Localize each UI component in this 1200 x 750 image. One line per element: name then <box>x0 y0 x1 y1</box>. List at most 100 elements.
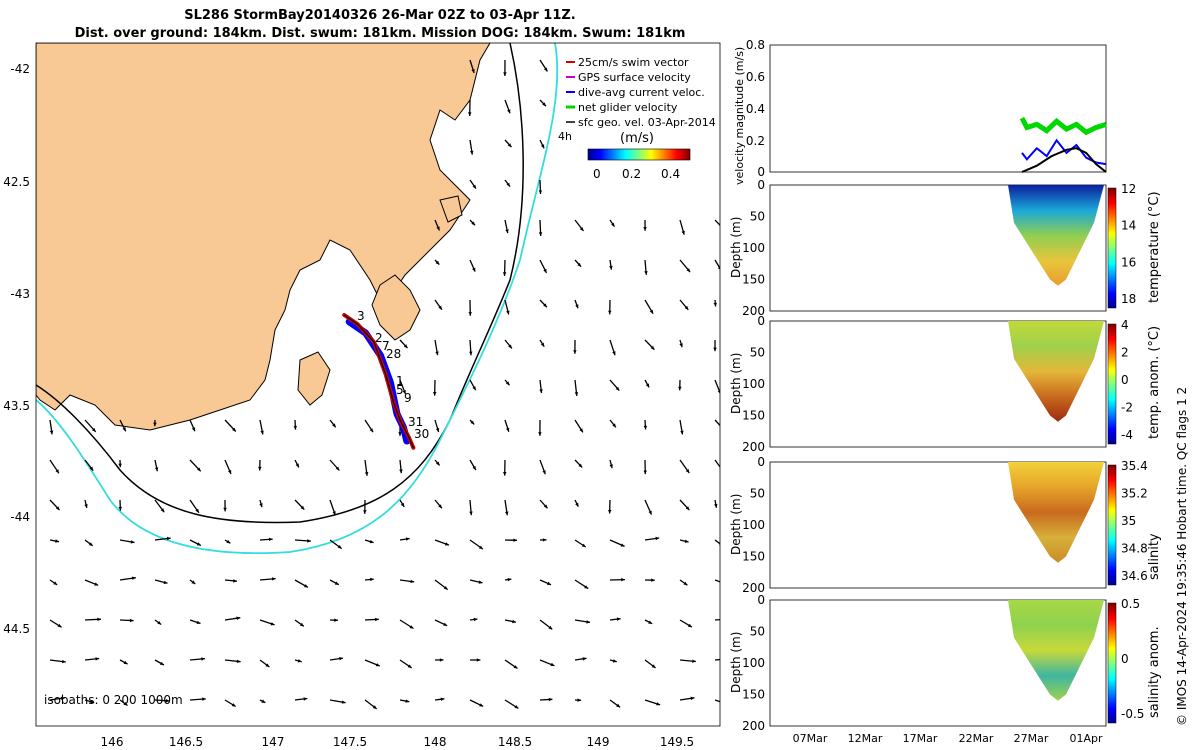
temp-anomaly-ylabel: Depth (m) <box>729 353 743 414</box>
current-arrow <box>329 459 340 471</box>
current-arrow <box>643 419 648 430</box>
map-x-ticks: 146 146.5 147 147.5 148 148.5 149 149.5 <box>101 735 695 749</box>
glider-path <box>343 314 414 449</box>
current-arrow <box>469 179 477 189</box>
current-arrow <box>609 219 616 228</box>
current-arrow <box>189 657 206 661</box>
current-arrow <box>609 379 620 392</box>
current-arrow <box>294 697 308 701</box>
y-tick-label: 0.8 <box>746 38 765 52</box>
colorbar-tick: 35 <box>1121 514 1136 528</box>
time-x-ticks: 07Mar 12Mar 17Mar 22Mar 27Mar 01Apr <box>793 732 1103 745</box>
current-arrow <box>679 499 690 511</box>
x-tick-label: 01Apr <box>1069 732 1103 745</box>
day-label: 2 <box>375 331 383 345</box>
x-tick-label: 27Mar <box>1014 732 1049 745</box>
current-arrow <box>678 379 682 391</box>
colorbar-tick: 14 <box>1121 219 1136 233</box>
current-arrow <box>49 539 60 543</box>
salinity-clabel: salinity <box>1147 533 1162 580</box>
colorbar-tick: 34.8 <box>1121 542 1148 556</box>
colorbar-tick: -4 <box>1121 428 1133 442</box>
x-tick-label: 07Mar <box>793 732 828 745</box>
current-arrow <box>49 499 61 511</box>
current-arrow <box>539 659 555 667</box>
current-arrow <box>714 259 720 270</box>
y-tick-label: 50 <box>750 210 765 224</box>
y-tick-label: 0.2 <box>746 134 765 148</box>
current-arrow <box>294 619 305 627</box>
current-arrow <box>433 379 437 396</box>
series-line-2 <box>1021 147 1107 173</box>
current-arrow <box>49 419 54 435</box>
current-arrow <box>469 379 477 391</box>
temperature-colorbar <box>1107 187 1117 309</box>
peninsula-land <box>371 274 421 341</box>
temperature-section <box>1008 185 1104 286</box>
current-arrow <box>329 618 338 622</box>
current-arrow <box>434 299 443 311</box>
current-arrow <box>504 299 510 315</box>
y-tick-label: 0 <box>757 455 765 469</box>
colorbar-tick: 18 <box>1121 292 1136 306</box>
salinity-anomaly-section <box>1008 600 1104 701</box>
day-label: 30 <box>414 427 429 441</box>
current-arrow <box>49 579 58 586</box>
y-tick-label: -42 <box>10 62 30 76</box>
current-arrow <box>679 696 695 701</box>
y-tick-label: 0 <box>757 314 765 328</box>
current-arrow <box>504 379 510 386</box>
current-arrow <box>469 59 475 74</box>
current-arrow <box>119 618 134 623</box>
colorbar-title: (m/s) <box>620 131 654 146</box>
current-arrow <box>644 619 653 625</box>
colorbar-tick: 35.2 <box>1121 487 1148 501</box>
current-arrow <box>224 419 237 432</box>
current-arrow <box>189 419 196 432</box>
current-arrow <box>608 499 612 514</box>
current-arrow <box>469 579 483 584</box>
y-tick-label: 0 <box>757 178 765 192</box>
x-tick-label: 147.5 <box>333 735 367 749</box>
current-arrow <box>644 499 653 515</box>
current-arrow <box>539 259 548 274</box>
current-arrow <box>539 459 546 475</box>
current-arrow <box>469 617 478 622</box>
y-tick-label: 100 <box>742 518 765 532</box>
current-arrow <box>574 619 591 624</box>
current-arrow <box>189 499 200 514</box>
temp-anomaly-clabel: temp. anom. (°C) <box>1147 326 1162 439</box>
current-arrow <box>434 499 443 509</box>
current-arrow <box>294 499 305 511</box>
current-arrow <box>154 579 168 585</box>
current-arrow <box>364 459 369 476</box>
current-arrow <box>224 459 232 475</box>
y-tick-label: 0.4 <box>746 102 765 116</box>
current-arrow <box>84 579 99 586</box>
current-arrow <box>399 619 414 630</box>
current-arrow <box>609 419 617 428</box>
x-tick-label: 149 <box>587 735 610 749</box>
current-arrow <box>469 339 473 356</box>
current-arrow <box>294 459 300 468</box>
current-arrow <box>504 699 519 709</box>
current-arrow <box>469 699 484 707</box>
current-arrow <box>259 419 264 435</box>
x-tick-label: 148 <box>424 735 447 749</box>
y-tick-label: 200 <box>742 304 765 318</box>
current-arrow <box>118 499 122 511</box>
y-tick-label: 100 <box>742 656 765 670</box>
current-arrow <box>469 419 475 425</box>
current-arrow <box>679 419 684 435</box>
current-arrow <box>399 379 407 395</box>
current-arrow <box>504 538 518 542</box>
current-arrow <box>504 499 509 516</box>
current-arrow <box>469 259 476 272</box>
current-arrow <box>189 619 201 625</box>
current-arrow <box>609 539 625 547</box>
salinity-anomaly-colorbar <box>1107 602 1117 724</box>
current-arrow <box>539 59 548 72</box>
current-arrow <box>644 699 661 706</box>
current-arrow <box>434 658 444 662</box>
